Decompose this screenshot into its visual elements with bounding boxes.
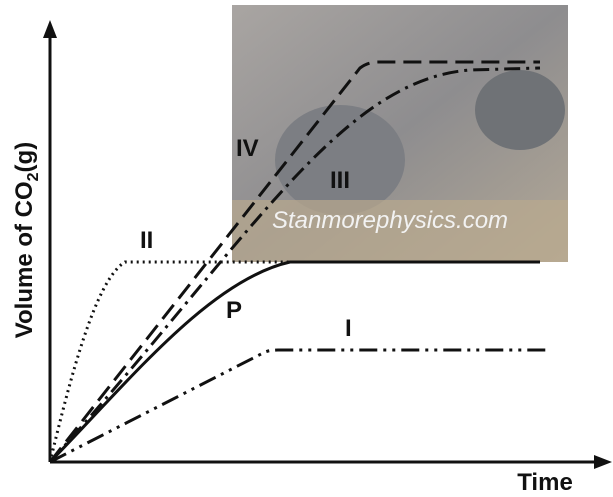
watermark: Stanmorephysics.com	[272, 207, 508, 234]
curve-iv	[48, 60, 540, 463]
y-label-main: Volume of CO	[11, 181, 38, 338]
curve-ii	[48, 260, 540, 463]
curve-p	[48, 260, 540, 464]
y-label-sub: 2	[25, 172, 42, 181]
photo: Stanmorephysics.com	[232, 5, 568, 262]
curve-label: IV	[236, 135, 259, 162]
x-axis-label: Time	[517, 469, 573, 496]
y-label-suffix: (g)	[11, 142, 38, 173]
axes	[43, 20, 612, 469]
curve-label: P	[226, 297, 242, 324]
curves	[48, 60, 550, 464]
curve-iii	[48, 66, 541, 464]
curve-label: II	[140, 227, 153, 254]
curve-label: I	[345, 315, 352, 342]
y-axis-label: Volume of CO2(g)	[11, 142, 42, 338]
curve-label: III	[330, 167, 350, 194]
curve-i	[49, 348, 550, 464]
